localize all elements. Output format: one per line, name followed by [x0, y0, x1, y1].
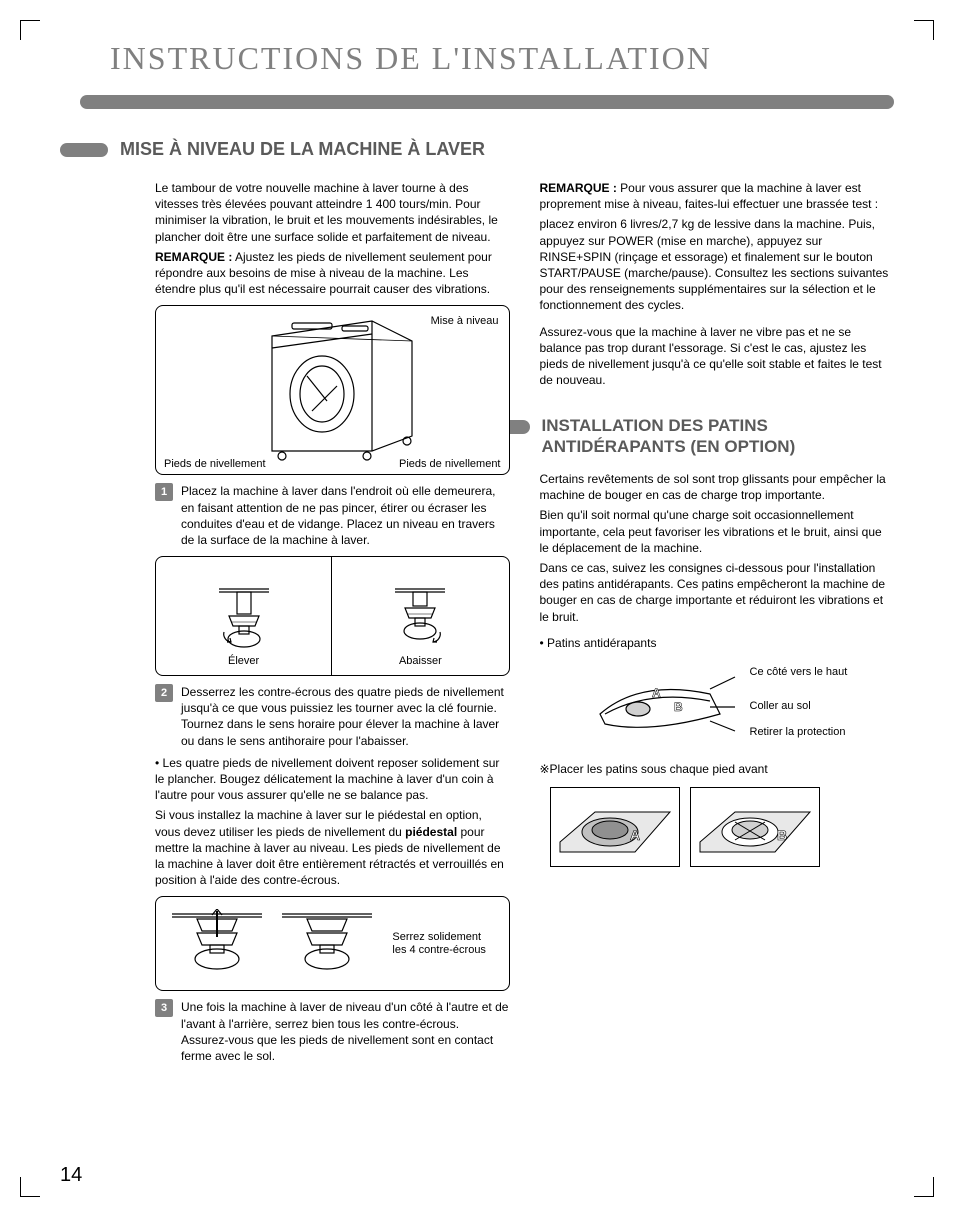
svg-text:A: A [630, 827, 640, 843]
level-label: Mise à niveau [431, 314, 499, 329]
s2-bullet: • Patins antidérapants [540, 635, 895, 651]
svg-text:A: A [652, 686, 661, 700]
col2-remarque-body: placez environ 6 livres/2,7 kg de lessiv… [540, 216, 895, 313]
patin-tile-a: A [550, 787, 680, 867]
section-bullet [60, 143, 108, 157]
section2-header: INSTALLATION DES PATINS ANTIDÉRAPANTS (E… [482, 416, 895, 457]
bullet-feet: • Les quatre pieds de nivellement doiven… [155, 755, 510, 804]
col2-verify: Assurez-vous que la machine à laver ne v… [540, 324, 895, 389]
raise-label: Élever [228, 654, 259, 669]
locknut-right-icon [282, 909, 372, 979]
foot-lower-icon [395, 584, 445, 654]
patin-remove-label: Retirer la protection [750, 725, 846, 740]
figure-washer: Mise à niveau Pieds de nivellement Pieds… [155, 305, 510, 475]
fig-raise: Élever [156, 557, 332, 675]
figure-raise-lower: Élever Abaisser [155, 556, 510, 676]
step-2: 2 Desserrez les contre-écrous des quatre… [155, 684, 510, 749]
lower-label: Abaisser [399, 654, 442, 669]
patin-diagram-icon: A B [580, 659, 740, 749]
step-1-num: 1 [155, 483, 173, 501]
s2-para1: Certains revêtements de sol sont trop gl… [540, 471, 895, 503]
section1-header: MISE À NIVEAU DE LA MACHINE À LAVER [60, 139, 894, 160]
svg-text:B: B [777, 827, 787, 843]
step-2-text: Desserrez les contre-écrous des quatre p… [181, 684, 510, 749]
step-1-text: Placez la machine à laver dans l'endroit… [181, 483, 510, 548]
figure-patin-labels: A B Ce côté vers le haut Coller au sol R… [580, 659, 895, 749]
patin-tile-b: B [690, 787, 820, 867]
left-column: Le tambour de votre nouvelle machine à l… [155, 180, 510, 1070]
title-bar [80, 95, 894, 109]
col2-remarque: REMARQUE : Pour vous assurer que la mach… [540, 180, 895, 212]
s2-para3: Dans ce cas, suivez les consignes ci-des… [540, 560, 895, 625]
step-3-num: 3 [155, 999, 173, 1017]
foot-raise-icon [219, 584, 269, 654]
section2-title: INSTALLATION DES PATINS ANTIDÉRAPANTS (E… [542, 416, 895, 457]
col2-remarque-label: REMARQUE : [540, 181, 617, 195]
fig-lower: Abaisser [332, 557, 508, 675]
patin-top-label: Ce côté vers le haut [750, 665, 848, 680]
patin-glue-label: Coller au sol [750, 699, 811, 714]
patin-tiles: A B [550, 787, 895, 867]
step-1: 1 Placez la machine à laver dans l'endro… [155, 483, 510, 548]
remarque-label: REMARQUE : [155, 250, 232, 264]
remarque-1: REMARQUE : Ajustez les pieds de nivellem… [155, 249, 510, 298]
foot-label-left: Pieds de nivellement [164, 457, 266, 472]
tighten-label: Serrez solidement les 4 contre-écrous [392, 931, 492, 957]
s2-place-note: ※Placer les patins sous chaque pied avan… [540, 761, 895, 777]
tile-a-icon: A [555, 792, 675, 862]
foot-label-right: Pieds de nivellement [399, 457, 501, 472]
right-column: REMARQUE : Pour vous assurer que la mach… [540, 180, 895, 1070]
step-2-num: 2 [155, 684, 173, 702]
section2: INSTALLATION DES PATINS ANTIDÉRAPANTS (E… [540, 416, 895, 867]
tile-b-icon: B [695, 792, 815, 862]
washer-icon [212, 316, 452, 466]
step-3: 3 Une fois la machine à laver de niveau … [155, 999, 510, 1064]
locknut-left-icon [172, 909, 262, 979]
section1-title: MISE À NIVEAU DE LA MACHINE À LAVER [120, 139, 485, 160]
content-columns: Le tambour de votre nouvelle machine à l… [155, 180, 894, 1070]
page-title: INSTRUCTIONS DE L'INSTALLATION [110, 40, 894, 77]
pedestal-para: Si vous installez la machine à laver sur… [155, 807, 510, 888]
svg-text:B: B [674, 700, 683, 714]
figure-locknuts: Serrez solidement les 4 contre-écrous [155, 896, 510, 991]
s2-para2: Bien qu'il soit normal qu'une charge soi… [540, 507, 895, 556]
intro-text: Le tambour de votre nouvelle machine à l… [155, 180, 510, 245]
pedestal-bold: piédestal [405, 825, 457, 839]
page-number: 14 [60, 1164, 82, 1187]
step-3-text: Une fois la machine à laver de niveau d'… [181, 999, 510, 1064]
